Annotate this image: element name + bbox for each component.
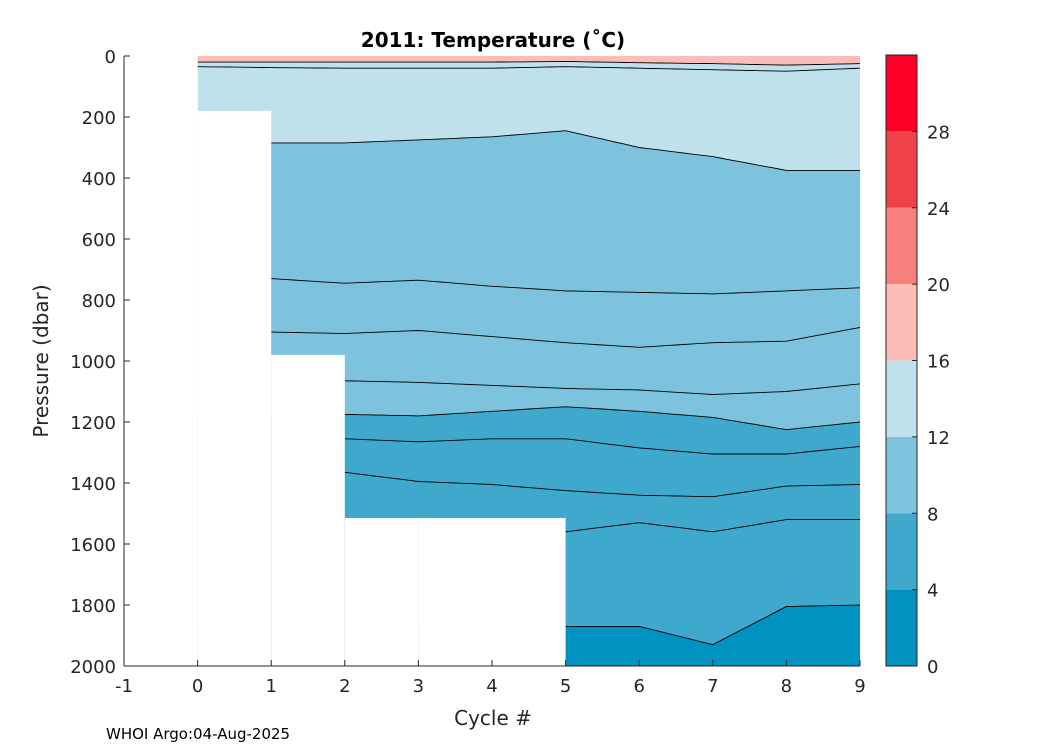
y-tick-label: 800 bbox=[82, 291, 116, 312]
isotherm-6 bbox=[344, 406, 861, 431]
plot-area bbox=[124, 56, 861, 666]
x-tick-label: 2 bbox=[339, 676, 350, 697]
isotherm-3 bbox=[271, 278, 861, 295]
colorbar: 0 4 8 12 16 20 24 28 bbox=[885, 54, 950, 678]
y-tick-label: 1200 bbox=[70, 413, 116, 434]
colorbar-tick-label: 12 bbox=[927, 428, 950, 449]
isotherm-1 bbox=[197, 66, 861, 72]
y-tick-label: 2000 bbox=[70, 657, 116, 678]
colorbar-tick-label: 20 bbox=[927, 275, 950, 296]
y-tick-label: 1000 bbox=[70, 352, 116, 373]
chart-title: 2011: Temperature (˚C) bbox=[361, 28, 625, 52]
x-axis-label: Cycle # bbox=[454, 706, 532, 730]
x-tick-label: 6 bbox=[633, 676, 644, 697]
x-tick-label: -1 bbox=[115, 676, 133, 697]
y-tick-label: 400 bbox=[82, 169, 116, 190]
x-tick-label: 5 bbox=[560, 676, 571, 697]
footer-credit: WHOI Argo:04-Aug-2025 bbox=[106, 725, 291, 743]
colorbar-tick-label: 8 bbox=[927, 504, 938, 525]
mask-below-cycle-0 bbox=[197, 110, 272, 666]
y-tick-label: 0 bbox=[105, 47, 116, 68]
band-1 bbox=[197, 61, 861, 72]
mask-below-cycle-2 bbox=[344, 518, 419, 666]
x-tick-label: 4 bbox=[486, 676, 497, 697]
isotherm-8 bbox=[344, 471, 861, 498]
x-tick-label: 7 bbox=[707, 676, 718, 697]
x-tick-label: 9 bbox=[854, 676, 865, 697]
x-tick-label: 1 bbox=[265, 676, 276, 697]
isotherm-10 bbox=[565, 604, 861, 646]
colorbar-level-28-32 bbox=[886, 55, 917, 132]
isotherm-lines bbox=[197, 61, 861, 646]
no-data-masks bbox=[124, 56, 566, 666]
y-tick-label: 1600 bbox=[70, 535, 116, 556]
band-2 bbox=[197, 66, 861, 171]
isotherm-9 bbox=[565, 519, 860, 533]
isotherm-0 bbox=[197, 61, 861, 66]
colorbar-tick-label: 28 bbox=[927, 122, 950, 143]
mask-below-cycle-4 bbox=[492, 518, 566, 666]
x-tick-label: 3 bbox=[413, 676, 424, 697]
isotherm-7 bbox=[344, 438, 861, 455]
colorbar-level-0-4 bbox=[886, 589, 917, 666]
y-tick-label: 1400 bbox=[70, 474, 116, 495]
x-tick-label: 0 bbox=[192, 676, 203, 697]
colorbar-level-16-20 bbox=[886, 284, 917, 361]
colorbar-tick-label: 24 bbox=[927, 199, 950, 220]
colorbar-level-24-28 bbox=[886, 131, 917, 208]
colorbar-level-4-8 bbox=[886, 513, 917, 590]
band-3 bbox=[197, 130, 861, 430]
isotherm-5 bbox=[344, 380, 861, 395]
colorbar-level-8-12 bbox=[886, 436, 917, 514]
colorbar-level-20-24 bbox=[886, 207, 917, 285]
y-tick-label: 200 bbox=[82, 108, 116, 129]
colorbar-level-12-16 bbox=[886, 360, 917, 437]
colorbar-tick-label: 0 bbox=[927, 657, 938, 678]
mask-below-cycle-3 bbox=[418, 518, 492, 666]
mask-below-cycle-1 bbox=[271, 354, 345, 666]
isotherm-2 bbox=[271, 130, 860, 171]
mask-no-profile bbox=[124, 56, 198, 666]
colorbar-tick-label: 4 bbox=[927, 581, 938, 602]
x-tick-label: 8 bbox=[781, 676, 792, 697]
y-tick-label: 600 bbox=[82, 230, 116, 251]
y-axis: 0 200 400 600 800 1000 1200 1400 1600 1800 2000 bbox=[70, 47, 130, 678]
x-axis: -1 0 1 2 3 4 5 6 7 8 9 bbox=[115, 660, 866, 697]
y-axis-label: Pressure (dbar) bbox=[29, 284, 53, 437]
colorbar-tick-label: 16 bbox=[927, 352, 950, 373]
y-tick-label: 1800 bbox=[70, 596, 116, 617]
band-0 bbox=[197, 56, 861, 66]
isotherm-4 bbox=[271, 327, 861, 348]
